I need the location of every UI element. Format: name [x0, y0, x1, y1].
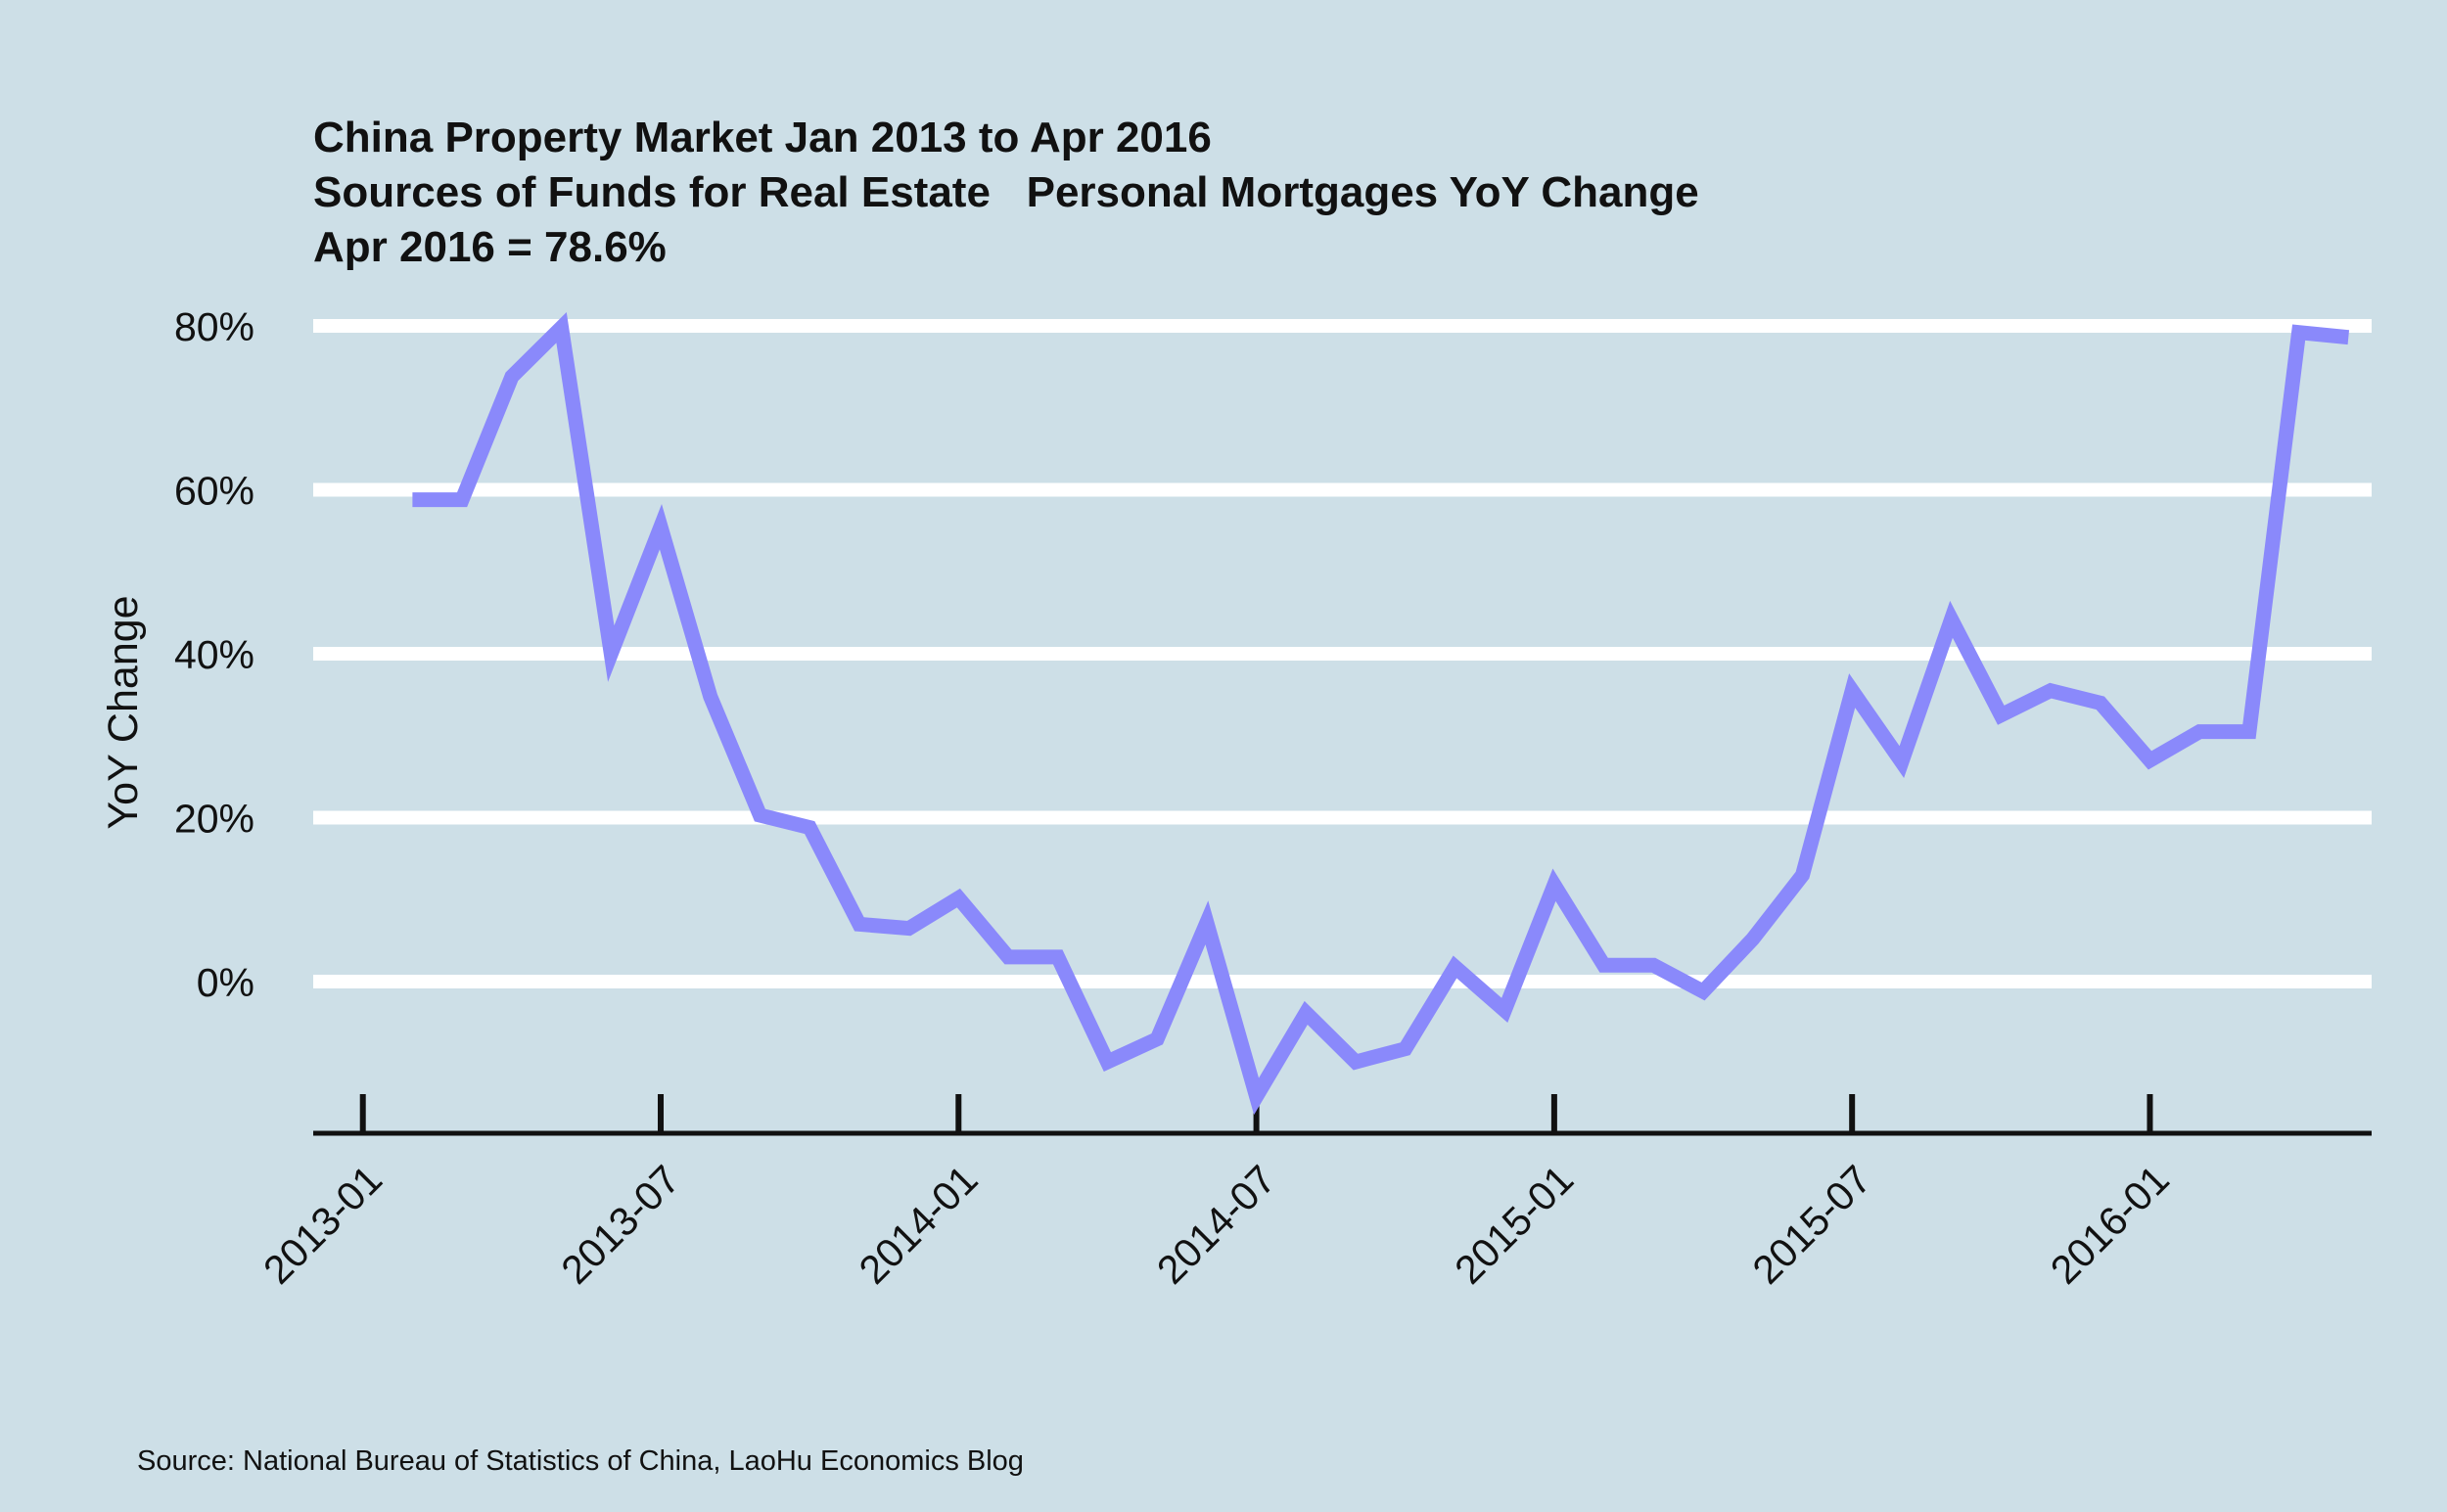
- y-axis-tick-labels: 80% 60% 40% 20% 0%: [174, 304, 254, 1005]
- series-line: [412, 311, 2350, 1116]
- chart-subtitle: Sources of Funds for Real Estate Persona…: [313, 168, 1699, 216]
- y-tick-label: 0%: [197, 960, 254, 1005]
- y-tick-label: 20%: [174, 797, 254, 842]
- chart-title: China Property Market Jan 2013 to Apr 20…: [313, 114, 1212, 161]
- series-layer: [412, 311, 2350, 1116]
- y-axis-title: YoY Change: [100, 595, 147, 829]
- y-tick-label: 80%: [174, 304, 254, 349]
- chart-subtitle-latest-value: Apr 2016 = 78.6%: [313, 223, 667, 271]
- source-note: Source: National Bureau of Statistics of…: [137, 1445, 1024, 1477]
- y-tick-label: 60%: [174, 469, 254, 514]
- y-tick-label: 40%: [174, 632, 254, 677]
- grid-lines: [313, 319, 2372, 989]
